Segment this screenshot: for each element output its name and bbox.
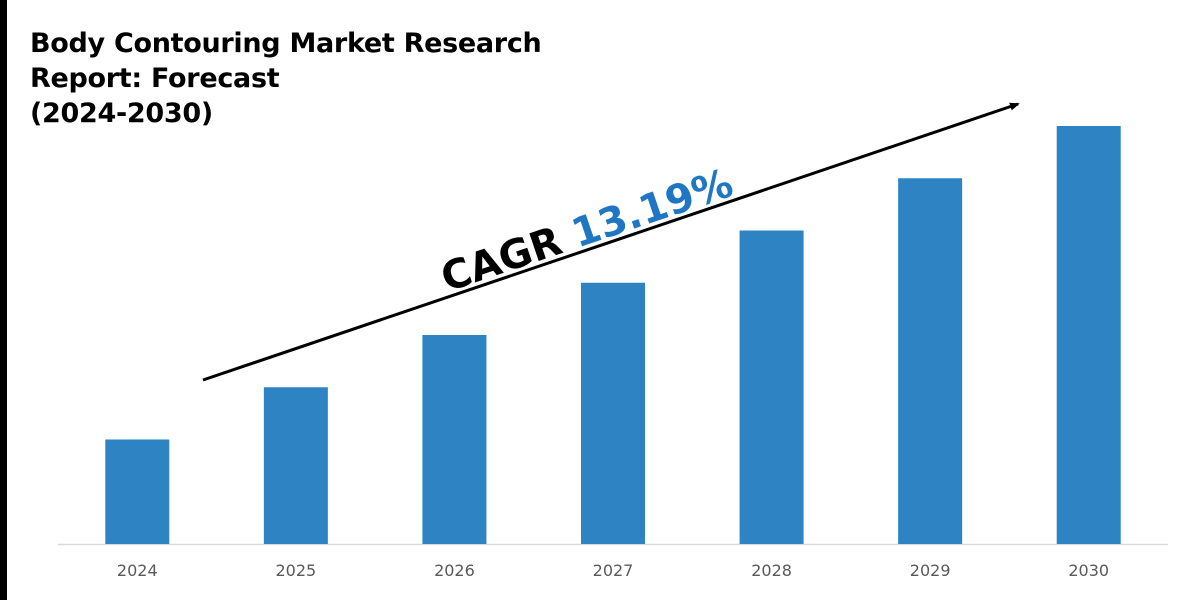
left-border (0, 0, 7, 600)
x-tick-label: 2029 (910, 561, 951, 580)
x-tick-label: 2026 (434, 561, 475, 580)
bar-2026 (422, 335, 487, 544)
cagr-value: 13.19% (566, 160, 739, 257)
bar-2029 (898, 178, 963, 544)
title-line: Report: Forecast (30, 63, 280, 94)
x-tick-label: 2030 (1068, 561, 1109, 580)
x-tick-label: 2027 (593, 561, 634, 580)
title-line: (2024-2030) (30, 98, 213, 129)
bar-2025 (263, 387, 328, 544)
cagr-annotation: CAGR13.19% (435, 160, 738, 301)
bar-2024 (105, 439, 170, 544)
chart-title: Body Contouring Market Research Report: … (30, 26, 590, 131)
bar-2030 (1056, 126, 1121, 544)
bar-2027 (581, 282, 645, 544)
title-line: Body Contouring Market Research (30, 28, 542, 59)
trend-arrow (202, 102, 1020, 382)
x-tick-label: 2025 (275, 561, 316, 580)
cagr-label: CAGR (435, 218, 567, 301)
bar-2028 (739, 230, 804, 544)
x-tick-label: 2024 (117, 561, 158, 580)
x-tick-label: 2028 (751, 561, 792, 580)
